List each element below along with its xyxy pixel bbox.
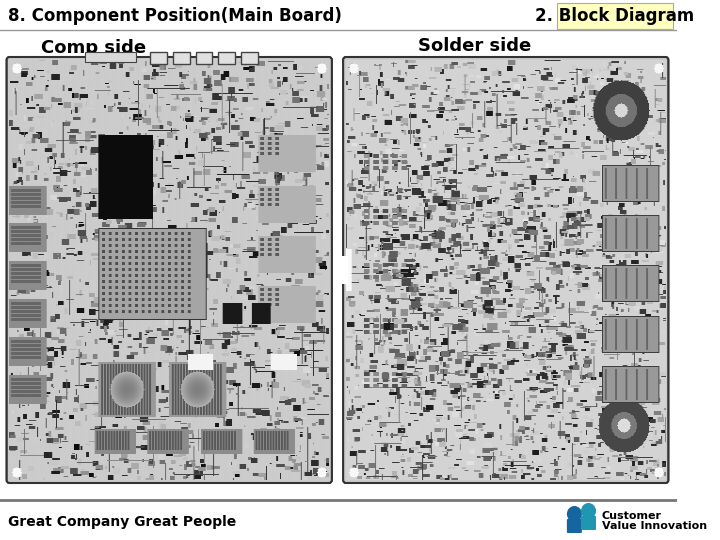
FancyBboxPatch shape	[581, 516, 596, 530]
FancyBboxPatch shape	[240, 52, 258, 64]
Text: Comp side: Comp side	[42, 39, 147, 57]
FancyBboxPatch shape	[218, 52, 235, 64]
FancyBboxPatch shape	[150, 52, 167, 64]
FancyBboxPatch shape	[567, 519, 582, 533]
Circle shape	[581, 503, 596, 519]
FancyBboxPatch shape	[196, 52, 212, 64]
Text: 2. Block Diagram: 2. Block Diagram	[535, 7, 695, 25]
FancyBboxPatch shape	[341, 256, 348, 284]
Text: 8. Component Position(Main Board): 8. Component Position(Main Board)	[7, 7, 341, 25]
FancyBboxPatch shape	[343, 57, 668, 483]
Text: Value Innovation: Value Innovation	[602, 521, 707, 531]
Text: Great Company Great People: Great Company Great People	[7, 515, 235, 529]
FancyBboxPatch shape	[557, 3, 673, 29]
FancyBboxPatch shape	[6, 57, 332, 483]
FancyBboxPatch shape	[173, 52, 190, 64]
Circle shape	[567, 506, 582, 522]
FancyBboxPatch shape	[85, 52, 136, 62]
Text: Solder side: Solder side	[418, 37, 531, 55]
Text: Customer: Customer	[602, 511, 662, 521]
